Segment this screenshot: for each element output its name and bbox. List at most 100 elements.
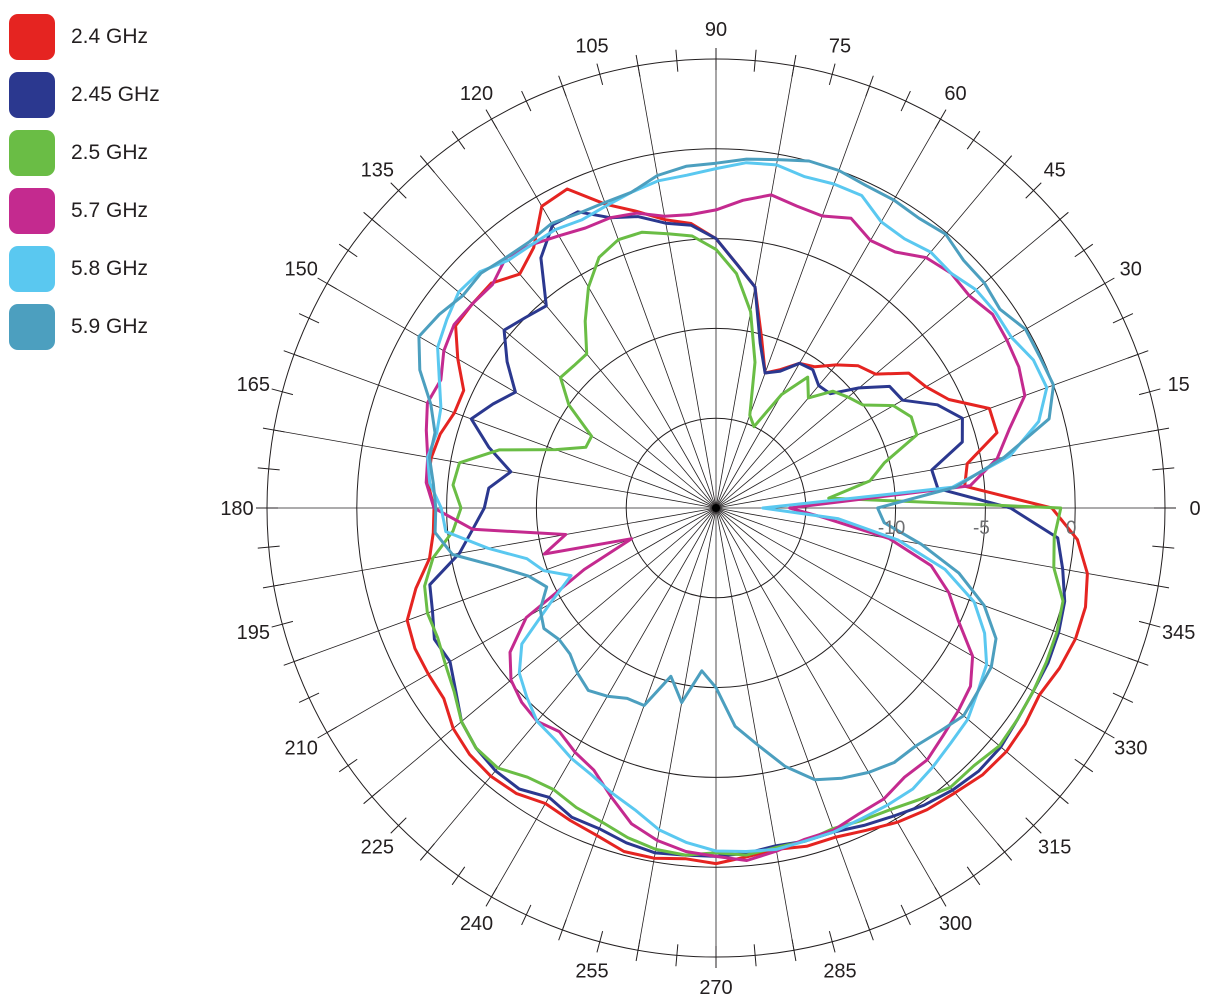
legend-item: 2.5 GHz — [9, 124, 199, 182]
legend-swatch — [9, 130, 55, 176]
outer-tick — [1074, 758, 1094, 773]
grid-spoke — [491, 118, 717, 509]
grid-spoke — [326, 283, 717, 509]
angle-tick-label: 150 — [285, 259, 318, 281]
outer-tick — [966, 866, 981, 886]
angle-tick-label: 285 — [823, 961, 856, 983]
outer-tick — [271, 620, 294, 628]
angle-tick-label: 165 — [237, 374, 270, 396]
outer-tick — [390, 817, 407, 834]
radial-tick-label: -5 — [973, 518, 990, 539]
series-line-5-9-ghz — [417, 157, 1055, 782]
legend-item: 2.4 GHz — [9, 8, 199, 66]
grid-spoke — [562, 85, 717, 509]
grid-spoke — [715, 85, 870, 509]
grid-spoke — [715, 507, 795, 951]
grid-spoke — [715, 354, 1139, 509]
angle-tick-label: 45 — [1044, 159, 1066, 181]
grid-spoke — [715, 507, 1139, 662]
radial-tick-labels: -10 -5 0 — [878, 518, 1077, 539]
series-lines — [405, 157, 1089, 866]
angle-tick-label: 240 — [460, 913, 493, 935]
angle-tick-label: 210 — [285, 738, 318, 760]
grid-spoke — [715, 283, 1106, 509]
angle-tick-label: 345 — [1162, 622, 1195, 644]
grid-spoke — [715, 429, 1159, 509]
grid-spoke — [293, 507, 717, 662]
series-line-2-5-ghz — [423, 230, 1065, 857]
legend-label: 2.5 GHz — [71, 141, 149, 164]
outer-tick — [451, 866, 466, 886]
grid-spoke — [715, 118, 941, 509]
outer-tick — [675, 49, 679, 72]
angle-tick-label: 75 — [829, 35, 851, 57]
outer-tick — [390, 182, 407, 199]
angle-tick-label: 120 — [460, 83, 493, 105]
grid-spoke — [637, 65, 717, 509]
legend-label: 5.9 GHz — [71, 315, 149, 338]
outer-tick — [298, 692, 320, 703]
legend-label: 5.8 GHz — [71, 257, 149, 280]
legend-swatch — [9, 72, 55, 118]
outer-tick — [966, 130, 981, 150]
grid-spoke — [715, 507, 1106, 733]
outer-tick — [753, 944, 757, 967]
outer-tick — [1138, 620, 1161, 628]
center-point — [712, 504, 720, 512]
grid-spoke — [715, 507, 1061, 797]
outer-tick — [828, 930, 836, 953]
outer-tick — [298, 313, 320, 324]
radial-tick-label: -10 — [878, 518, 905, 539]
legend-swatch — [9, 304, 55, 350]
outer-tick — [521, 904, 532, 926]
outer-tick — [675, 944, 679, 967]
outer-tick — [1112, 692, 1134, 703]
grid-spoke — [715, 507, 941, 898]
grid-spoke — [371, 507, 717, 797]
outer-tick — [900, 904, 911, 926]
outer-tick — [338, 758, 358, 773]
series-line-5-8-ghz — [426, 161, 1049, 853]
legend-item: 5.7 GHz — [9, 182, 199, 240]
grid-spoke — [491, 507, 717, 898]
grid-spoke — [715, 507, 870, 931]
angle-tick-label: 225 — [361, 837, 394, 859]
series-line-2-45-ghz — [428, 210, 1067, 858]
outer-tick — [596, 930, 604, 953]
legend: 2.4 GHz 2.45 GHz 2.5 GHz 5.7 GHz 5.8 GHz 5.9 … — [9, 8, 199, 356]
angle-tick-label: 255 — [575, 961, 608, 983]
outer-tick — [338, 243, 358, 258]
grid-spoke — [637, 507, 717, 951]
outer-tick — [1152, 467, 1175, 471]
radial-tick-label: 0 — [1066, 518, 1077, 539]
angle-tick-label: 15 — [1168, 374, 1190, 396]
outer-tick — [1112, 313, 1134, 324]
outer-tick — [828, 63, 836, 86]
legend-item: 5.8 GHz — [9, 240, 199, 298]
angle-tick-label: 90 — [705, 19, 727, 41]
legend-swatch — [9, 14, 55, 60]
angle-tick-label: 270 — [699, 977, 732, 999]
outer-tick — [1025, 817, 1042, 834]
outer-tick — [521, 90, 532, 112]
angle-spokes — [267, 59, 1165, 957]
outer-tick — [1074, 243, 1094, 258]
angle-tick-label: 330 — [1114, 738, 1147, 760]
outer-tick — [257, 545, 280, 549]
grid-spoke — [427, 163, 717, 509]
grid-spoke — [715, 507, 1005, 853]
outer-tick — [271, 388, 294, 396]
outer-tick — [257, 467, 280, 471]
series-line-5-7-ghz — [424, 193, 1027, 862]
outer-tick — [753, 49, 757, 72]
grid-spoke — [326, 507, 717, 733]
angle-tick-label: 135 — [361, 159, 394, 181]
legend-swatch — [9, 188, 55, 234]
outer-tick — [596, 63, 604, 86]
legend-item: 2.45 GHz — [9, 66, 199, 124]
outer-tick — [1152, 545, 1175, 549]
grid-spoke — [562, 507, 717, 931]
grid-spoke — [273, 507, 717, 587]
outer-tick — [451, 130, 466, 150]
